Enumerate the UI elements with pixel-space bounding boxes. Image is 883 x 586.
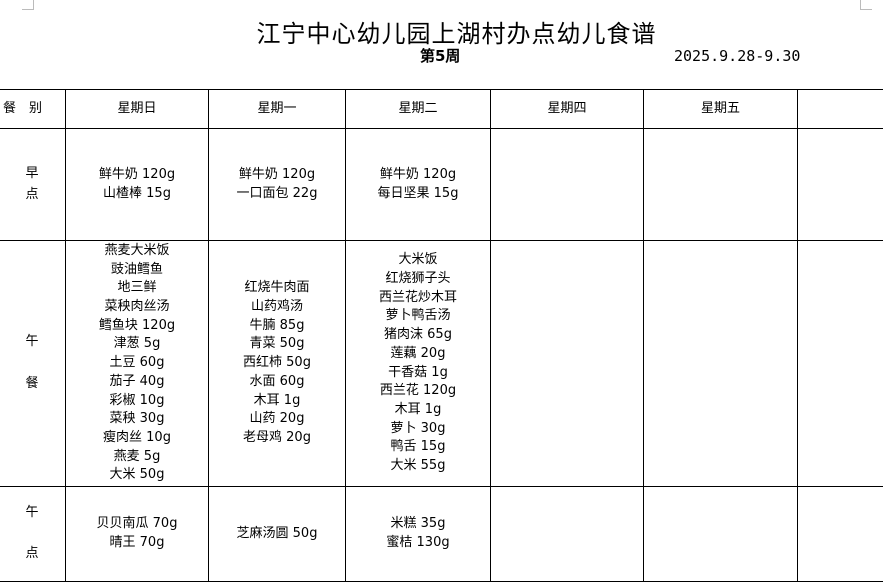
menu-item: 莲藕 20g (390, 345, 446, 361)
menu-cell (643, 240, 798, 487)
menu-cell (643, 128, 798, 241)
menu-item: 萝卜 30g (390, 420, 446, 436)
menu-item: 老母鸡 20g (243, 429, 311, 445)
menu-item: 猪肉沫 65g (384, 327, 452, 343)
menu-item: 山药 20g (249, 411, 305, 427)
menu-item: 红烧狮子头 (385, 270, 451, 286)
menu-item: 木耳 1g (394, 401, 442, 417)
menu-item: 菜秧 30g (109, 411, 165, 427)
header-cell: 星期二 (345, 89, 491, 129)
menu-item: 大米饭 (398, 252, 438, 268)
menu-item: 瘦肉丝 10g (103, 429, 171, 445)
menu-item: 山药鸡汤 (250, 299, 303, 315)
date-range: 2025.9.28-9.30 (674, 47, 801, 65)
menu-cell: 贝贝南瓜 70g 晴王 70g (65, 486, 209, 582)
week-label: 第5周 (420, 47, 461, 65)
menu-table: 餐 别 星期日 星期一 星期二 星期四 星期五 早 点 鲜牛奶 120g 山楂棒 1… (0, 89, 883, 582)
menu-cell (490, 128, 644, 241)
menu-item: 津葱 5g (113, 336, 161, 352)
menu-item: 茄子 40g (109, 373, 165, 389)
margin-mark (22, 0, 34, 10)
header-cell: 星期四 (490, 89, 644, 129)
menu-item: 鲜牛奶 120g (238, 166, 316, 182)
menu-item: 燕麦 5g (113, 448, 161, 464)
menu-item: 鸭舌 15g (390, 439, 446, 455)
menu-item: 鲜牛奶 120g (379, 166, 457, 182)
menu-cell: 大米饭红烧狮子头西兰花炒木耳 萝卜鸭舌汤猪肉沫 65g 莲藕 20g 干香菇 1g 西兰… (345, 240, 491, 487)
menu-cell (490, 240, 644, 487)
menu-item: 西兰花炒木耳 (378, 289, 457, 305)
menu-item: 红烧牛肉面 (244, 280, 310, 296)
menu-cell: 红烧牛肉面山药鸡汤牛腩 85g 青菜 50g 西红柿 50g 水面 60g 木耳 1g 山… (208, 240, 346, 487)
menu-cell (797, 486, 883, 582)
header-row: 餐 别 星期日 星期一 星期二 星期四 星期五 (0, 89, 883, 129)
menu-item: 大米 50g (109, 467, 165, 483)
menu-item: 晴王 70g (109, 535, 165, 550)
menu-item: 菜秧肉丝汤 (104, 299, 170, 315)
menu-item: 地三鲜 (117, 280, 157, 296)
menu-cell: 鲜牛奶 120g 山楂棒 15g (65, 128, 209, 241)
page-title: 江宁中心幼儿园上湖村办点幼儿食谱 (256, 20, 657, 48)
menu-item: 一口面包 22g (236, 185, 318, 201)
menu-item: 青菜 50g (249, 336, 305, 352)
meal-label: 早 点 (0, 128, 66, 241)
menu-cell (643, 486, 798, 582)
menu-cell: 芝麻汤圆 50g (208, 486, 346, 582)
menu-item: 干香菇 1g (388, 364, 448, 380)
menu-item: 牛腩 85g (249, 317, 305, 333)
header-cell: 餐 别 (0, 89, 66, 129)
menu-item: 彩椒 10g (109, 392, 165, 408)
menu-item: 西兰花 120g (379, 383, 457, 399)
menu-item: 每日坚果 15g (377, 185, 459, 201)
breakfast-row: 早 点鲜牛奶 120g 山楂棒 15g 鲜牛奶 120g 一口面包 22g 鲜牛奶 12… (0, 128, 883, 241)
menu-item: 豉油鳕鱼 (110, 261, 163, 277)
header-cell: 星期五 (643, 89, 798, 129)
menu-cell (797, 240, 883, 487)
menu-item: 蜜桔 130g (386, 535, 450, 550)
lunch-row: 午 餐 燕麦大米饭豉油鳕鱼地三鲜菜秧肉丝汤鳕鱼块 120g 津葱 5g 土豆 60g 茄… (0, 240, 883, 487)
menu-cell: 鲜牛奶 120g 一口面包 22g (208, 128, 346, 241)
menu-cell (797, 128, 883, 241)
menu-cell (490, 486, 644, 582)
header-cell (797, 89, 883, 129)
menu-item: 土豆 60g (109, 355, 165, 371)
menu-cell: 米糕 35g 蜜桔 130g (345, 486, 491, 582)
menu-item: 米糕 35g (390, 516, 446, 532)
menu-item: 芝麻汤圆 50g (236, 525, 318, 541)
margin-mark (860, 0, 872, 10)
menu-item: 燕麦大米饭 (104, 242, 170, 258)
snack-row: 午 点 贝贝南瓜 70g 晴王 70g 芝麻汤圆 50g 米糕 35g 蜜桔 130g (0, 486, 883, 582)
menu-item: 鳕鱼块 120g (98, 317, 176, 333)
meal-label: 午 点 (0, 486, 66, 582)
menu-cell: 燕麦大米饭豉油鳕鱼地三鲜菜秧肉丝汤鳕鱼块 120g 津葱 5g 土豆 60g 茄子 4… (65, 240, 209, 487)
menu-item: 山楂棒 15g (103, 185, 171, 201)
meal-label: 午 餐 (0, 240, 66, 487)
header-cell: 星期日 (65, 89, 209, 129)
menu-item: 木耳 1g (253, 392, 301, 408)
menu-item: 西红柿 50g (243, 355, 311, 371)
menu-cell: 鲜牛奶 120g 每日坚果 15g (345, 128, 491, 241)
menu-item: 贝贝南瓜 70g (96, 516, 178, 532)
menu-item: 鲜牛奶 120g (98, 166, 176, 182)
menu-item: 水面 60g (249, 373, 305, 389)
menu-item: 萝卜鸭舌汤 (385, 308, 451, 324)
menu-item: 大米 55g (390, 458, 446, 474)
header-cell: 星期一 (208, 89, 346, 129)
